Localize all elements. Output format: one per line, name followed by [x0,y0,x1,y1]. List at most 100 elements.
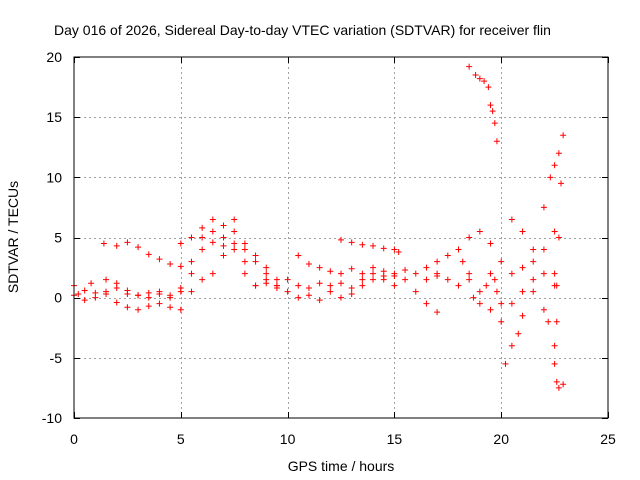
data-point [100,240,107,247]
data-point [348,265,355,272]
data-point [359,270,366,277]
data-point [553,282,560,289]
data-point [370,270,377,277]
data-point [551,342,558,349]
data-point [487,270,494,277]
data-point [493,138,500,145]
data-point [485,84,492,91]
data-point [145,294,152,301]
data-point [177,263,184,270]
data-point [558,180,565,187]
data-point [348,291,355,298]
data-point [209,216,216,223]
data-point [508,216,515,223]
data-point [199,276,206,283]
y-tick-label: 20 [46,49,62,65]
data-point [491,120,498,127]
data-point [145,251,152,258]
data-point [380,245,387,252]
series-trace-b [71,240,280,313]
data-point [284,288,291,295]
data-point [305,260,312,267]
data-point [113,299,120,306]
data-point [508,342,515,349]
plot-frame [73,56,609,419]
data-point [284,276,291,283]
data-point [263,270,270,277]
data-point [455,246,462,253]
data-point [177,285,184,292]
data-point [391,282,398,289]
data-point [327,288,334,295]
data-point [273,276,280,283]
series-trace-n [459,258,505,307]
data-point [348,239,355,246]
data-point [423,264,430,271]
series-trace-e [177,216,441,292]
series-trace-f [273,270,441,316]
chart-title: Day 016 of 2026, Sidereal Day-to-day VTE… [54,22,551,38]
data-point [327,268,334,275]
data-point [498,300,505,307]
data-point [519,228,526,235]
data-point [103,291,110,298]
data-point [241,246,248,253]
data-point [241,240,248,247]
data-point [252,252,259,259]
data-point [551,360,558,367]
data-point [177,306,184,313]
ticks: 0 5 10 15 20 25 -10 -5 0 5 10 15 20 [42,49,616,447]
data-point [188,270,195,277]
x-tick-label: 0 [70,431,78,447]
data-point [476,288,483,295]
data-point [434,258,441,265]
x-tick-label: 25 [600,431,616,447]
data-point [370,264,377,271]
data-point [540,246,547,253]
data-point [553,378,560,385]
data-point [263,264,270,271]
data-point [156,256,163,263]
data-point [327,282,334,289]
data-point [124,239,131,246]
series-trace-d [100,216,280,283]
data-point [348,285,355,292]
data-point [483,282,490,289]
data-point [466,276,473,283]
y-tick-label: -10 [42,410,62,426]
data-point [241,270,248,277]
data-point [124,304,131,311]
data-point [338,270,344,277]
data-point [199,234,206,241]
data-point [560,132,567,139]
data-point [199,246,206,253]
data-point [220,222,227,229]
data-point [498,318,505,325]
data-point [220,234,227,241]
data-point [316,280,323,287]
data-point [530,288,537,295]
data-point [412,270,419,277]
series-trace-h [338,236,402,255]
series-trace-c [75,276,184,301]
data-point [88,280,95,287]
series-trace-m [508,132,567,391]
data-point [305,292,312,299]
data-point [476,300,483,307]
data-point [231,246,238,253]
data-point [547,174,554,181]
data-point [188,234,195,241]
data-point [359,276,366,283]
data-point [444,276,451,283]
series-trace-j [434,270,558,325]
data-point [145,303,152,310]
data-point [434,270,441,277]
data-point [481,78,488,85]
series-trace-i [423,228,558,277]
data-point [489,108,496,115]
data-point [188,288,195,295]
data-point [434,309,441,316]
data-point [167,292,174,299]
data-point [103,276,110,283]
data-point [551,270,558,277]
